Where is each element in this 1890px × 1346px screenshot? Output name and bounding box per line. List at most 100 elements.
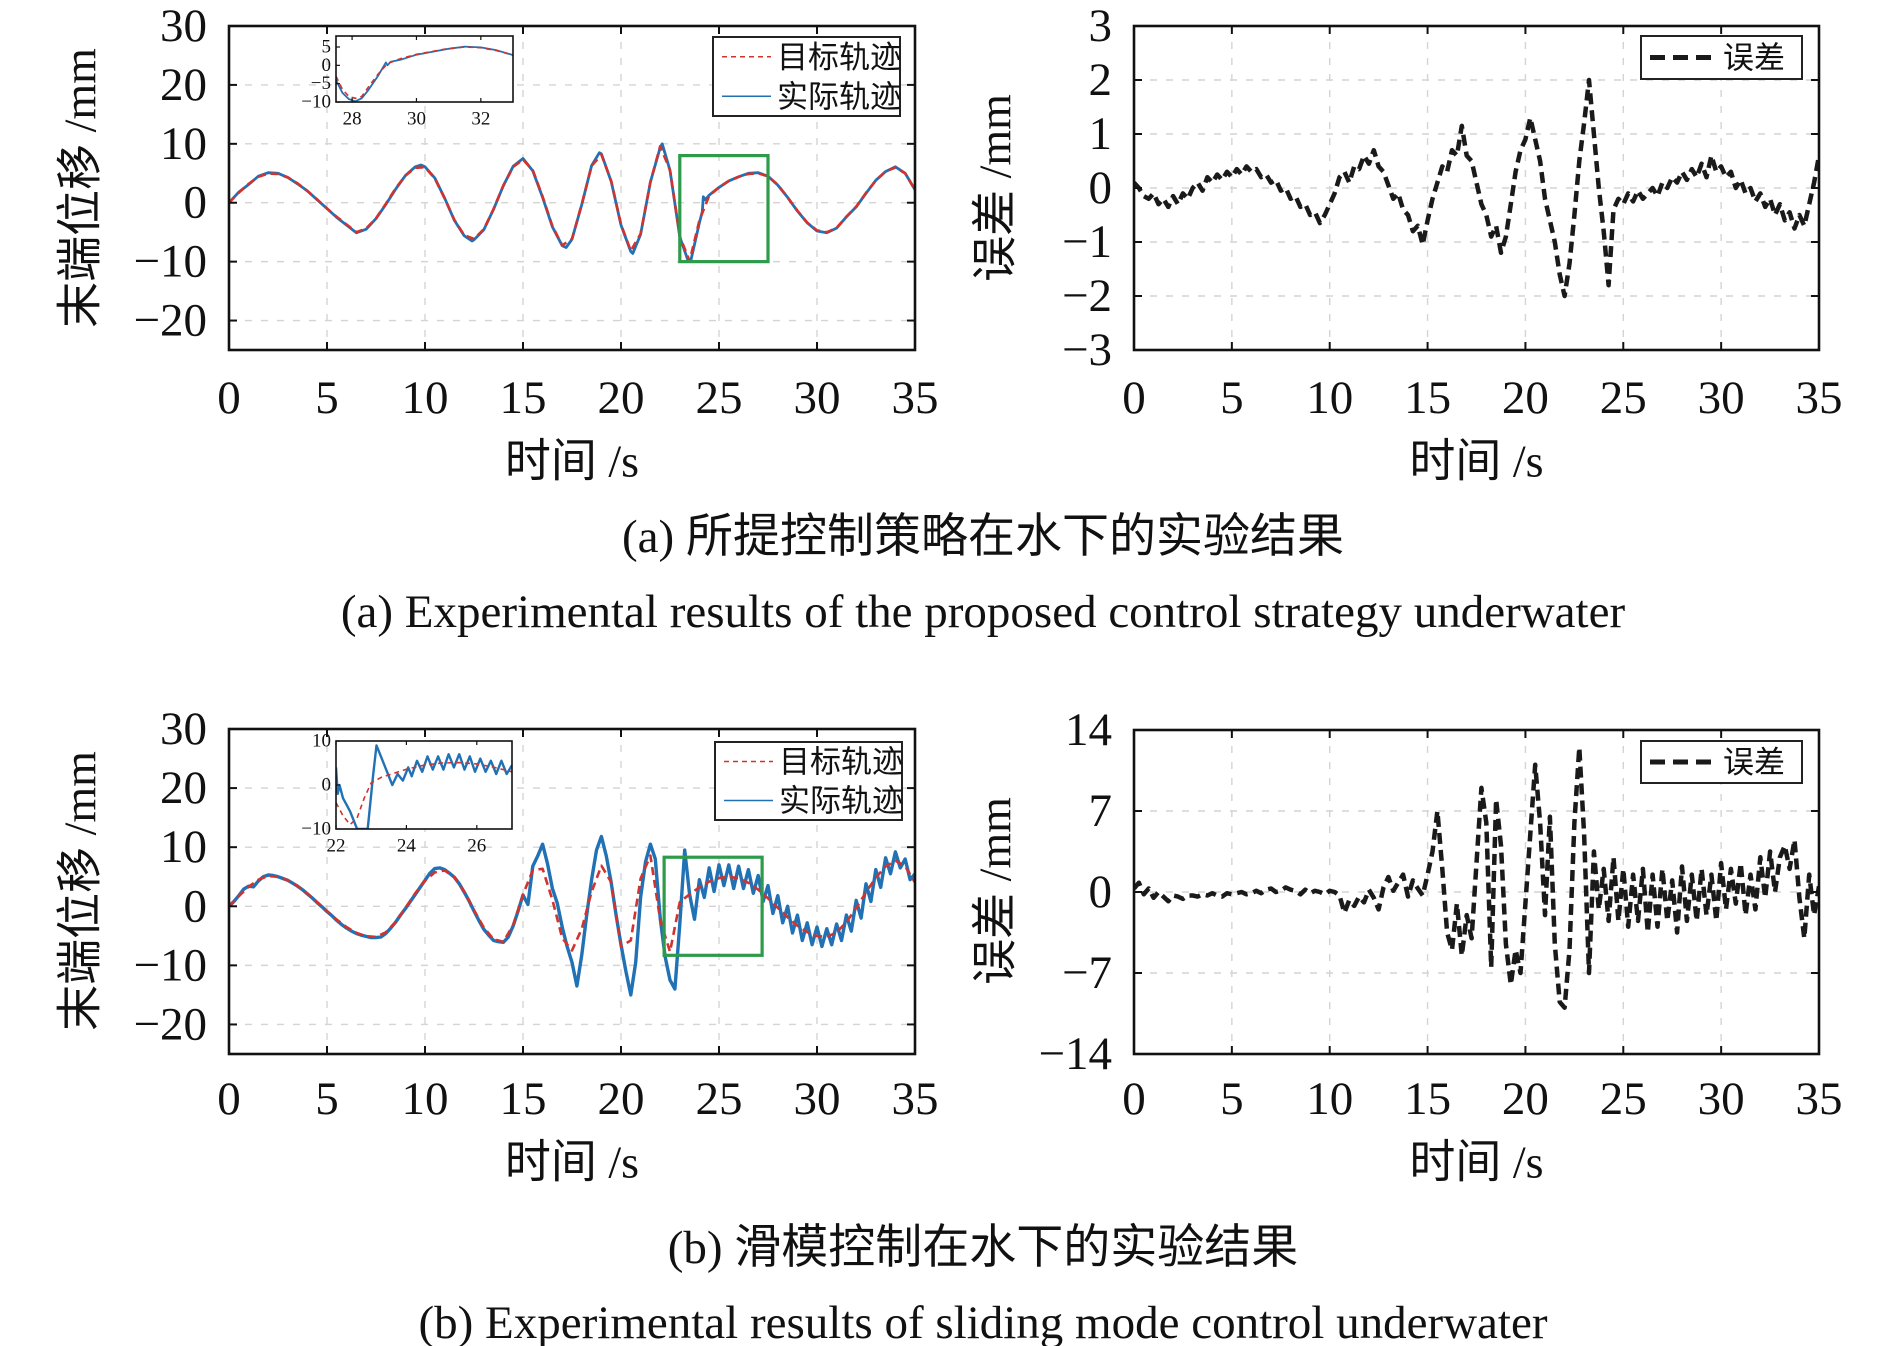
x-tick-label: 15	[500, 1073, 547, 1125]
legend-label-error: 误差	[1723, 41, 1785, 77]
legend-box	[1640, 740, 1803, 784]
series-line-actual	[229, 834, 915, 997]
x-tick-label: 5	[1220, 372, 1244, 424]
x-tick-label: 25	[1600, 372, 1647, 424]
x-tick-label: 5	[315, 1073, 339, 1125]
zoom-highlight-box	[678, 154, 770, 264]
x-tick-label: 0	[1122, 372, 1146, 424]
x-tick-label: 15	[500, 372, 547, 424]
x-tick-label: 0	[217, 1073, 241, 1125]
x-tick-label: 35	[892, 1073, 939, 1125]
y-tick-label: 10	[160, 118, 207, 170]
x-tick-label: 0	[217, 372, 241, 424]
x-tick-label: 10	[1306, 372, 1353, 424]
y-axis-label: 误差 /mm	[970, 94, 1021, 282]
inset-series-layer	[336, 45, 513, 102]
inset-y-tick-label: 10	[312, 731, 331, 752]
y-tick-label: −20	[133, 998, 207, 1050]
y-axis-label: 末端位移 /mm	[55, 48, 106, 328]
x-tick-label: 25	[696, 372, 743, 424]
x-tick-label: 30	[1698, 1073, 1745, 1125]
legend-box	[714, 741, 903, 821]
caption-b-chinese: (b) 滑模控制在水下的实验结果	[668, 1222, 1299, 1274]
inset-series-line-actual	[336, 45, 513, 102]
series-line-error	[1134, 77, 1819, 299]
y-tick-label: 0	[1089, 866, 1113, 918]
x-tick-label: 35	[1796, 372, 1843, 424]
y-tick-label: 10	[160, 821, 207, 873]
x-axis-label: 时间 /s	[1409, 1137, 1543, 1188]
x-tick-label: 15	[1404, 1073, 1451, 1125]
y-tick-label: −10	[133, 939, 207, 991]
y-tick-label: −3	[1062, 324, 1112, 376]
series-layer	[229, 834, 915, 997]
chart-b-trajectory: 0 5 10 15 20 25 30 35 30 20 10 0 −10 −20 时间 /s 末端位移 /mm…	[55, 703, 939, 1188]
legend-label-error: 误差	[1723, 745, 1785, 781]
inset-x-tick-label: 26	[467, 836, 486, 857]
inset-y-tick-label: 0	[322, 775, 332, 796]
x-tick-label: 10	[1306, 1073, 1353, 1125]
x-tick-label: 30	[794, 372, 841, 424]
y-tick-label: 2	[1089, 54, 1113, 106]
x-tick-label: 30	[794, 1073, 841, 1125]
x-tick-label: 0	[1122, 1073, 1146, 1125]
inset-x-tick-label: 28	[343, 109, 362, 130]
y-tick-label: 1	[1089, 108, 1113, 160]
inset-y-tick-label: 0	[322, 55, 332, 76]
x-tick-label: 15	[1404, 372, 1451, 424]
x-tick-label: 25	[1600, 1073, 1647, 1125]
series-line-target	[229, 854, 915, 954]
inset-series-line-target	[336, 46, 513, 100]
caption-a-english: (a) Experimental results of the proposed…	[341, 586, 1626, 638]
x-tick-label: 20	[1502, 372, 1549, 424]
legend-box	[712, 36, 901, 117]
y-tick-label: −7	[1062, 947, 1112, 999]
y-tick-label: 30	[160, 703, 207, 755]
series-layer	[229, 142, 915, 264]
x-tick-label: 20	[598, 372, 645, 424]
y-tick-label: 14	[1065, 704, 1112, 756]
x-tick-label: 5	[1220, 1073, 1244, 1125]
legend-box	[1640, 35, 1803, 80]
inset-y-tick-label: −5	[311, 73, 331, 94]
inset-y-tick-label: −10	[301, 819, 331, 840]
chart-b-error: 0 5 10 15 20 25 30 35 14 7 0 −7 −14 时间 /s 误差 /mm 误差	[970, 704, 1843, 1188]
inset-background	[336, 741, 512, 829]
x-tick-label: 10	[402, 372, 449, 424]
inset-zoom-plot: 28 30 32 50−5−10	[301, 35, 514, 130]
legend-label-target: 目标轨迹	[777, 40, 901, 76]
legend-label-actual: 实际轨迹	[779, 784, 903, 820]
inset-zoom-plot: 22 24 26 10 0 −10	[301, 731, 513, 857]
axes-frame	[227, 24, 917, 352]
y-tick-label: 0	[184, 177, 208, 229]
inset-y-tick-label: −10	[301, 92, 331, 113]
y-tick-label: −1	[1062, 216, 1112, 268]
x-tick-label: 10	[402, 1073, 449, 1125]
x-tick-label: 30	[1698, 372, 1745, 424]
legend-label-target: 目标轨迹	[779, 745, 903, 781]
legend: 误差	[1640, 740, 1803, 784]
x-axis-label: 时间 /s	[505, 1137, 639, 1188]
x-tick-label: 35	[892, 372, 939, 424]
y-tick-label: 3	[1089, 0, 1113, 52]
series-layer	[1134, 77, 1819, 299]
x-tick-label: 35	[1796, 1073, 1843, 1125]
y-tick-label: 30	[160, 0, 207, 52]
axes-frame	[227, 727, 917, 1056]
y-tick-label: −20	[133, 295, 207, 347]
y-tick-label: 20	[160, 762, 207, 814]
x-tick-label: 5	[315, 372, 339, 424]
inset-frame	[335, 35, 514, 103]
y-tick-label: 0	[184, 880, 208, 932]
x-tick-label: 20	[598, 1073, 645, 1125]
x-tick-label: 25	[696, 1073, 743, 1125]
y-tick-label: −2	[1062, 270, 1112, 322]
y-axis-label: 误差 /mm	[970, 797, 1021, 985]
